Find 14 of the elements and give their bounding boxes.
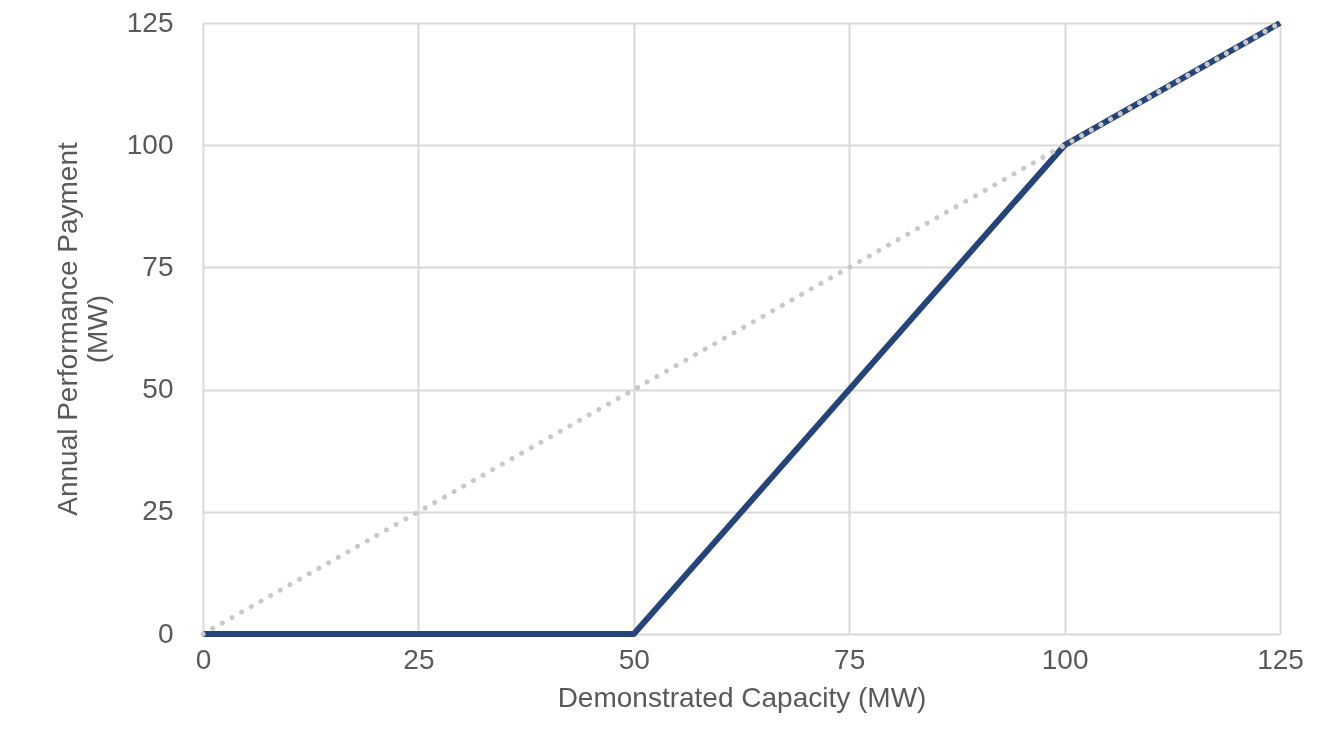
y-tick-label: 0: [157, 617, 174, 649]
x-tick-label: 50: [618, 643, 650, 675]
x-tick-label: 25: [403, 643, 435, 675]
x-tick-label: 75: [834, 643, 866, 675]
x-tick-label: 100: [1041, 643, 1089, 675]
x-tick-label: 125: [1257, 643, 1304, 675]
y-tick-label: 25: [142, 495, 174, 527]
y-tick-label: 50: [142, 373, 174, 405]
y-tick-label: 75: [142, 250, 174, 282]
y-axis-title: Annual Performance Payment (MW): [51, 142, 113, 516]
y-tick-label: 100: [126, 128, 174, 160]
x-tick-label: 0: [195, 643, 212, 675]
y-tick-label: 125: [126, 6, 174, 38]
x-axis-title: Demonstrated Capacity (MW): [557, 681, 927, 713]
